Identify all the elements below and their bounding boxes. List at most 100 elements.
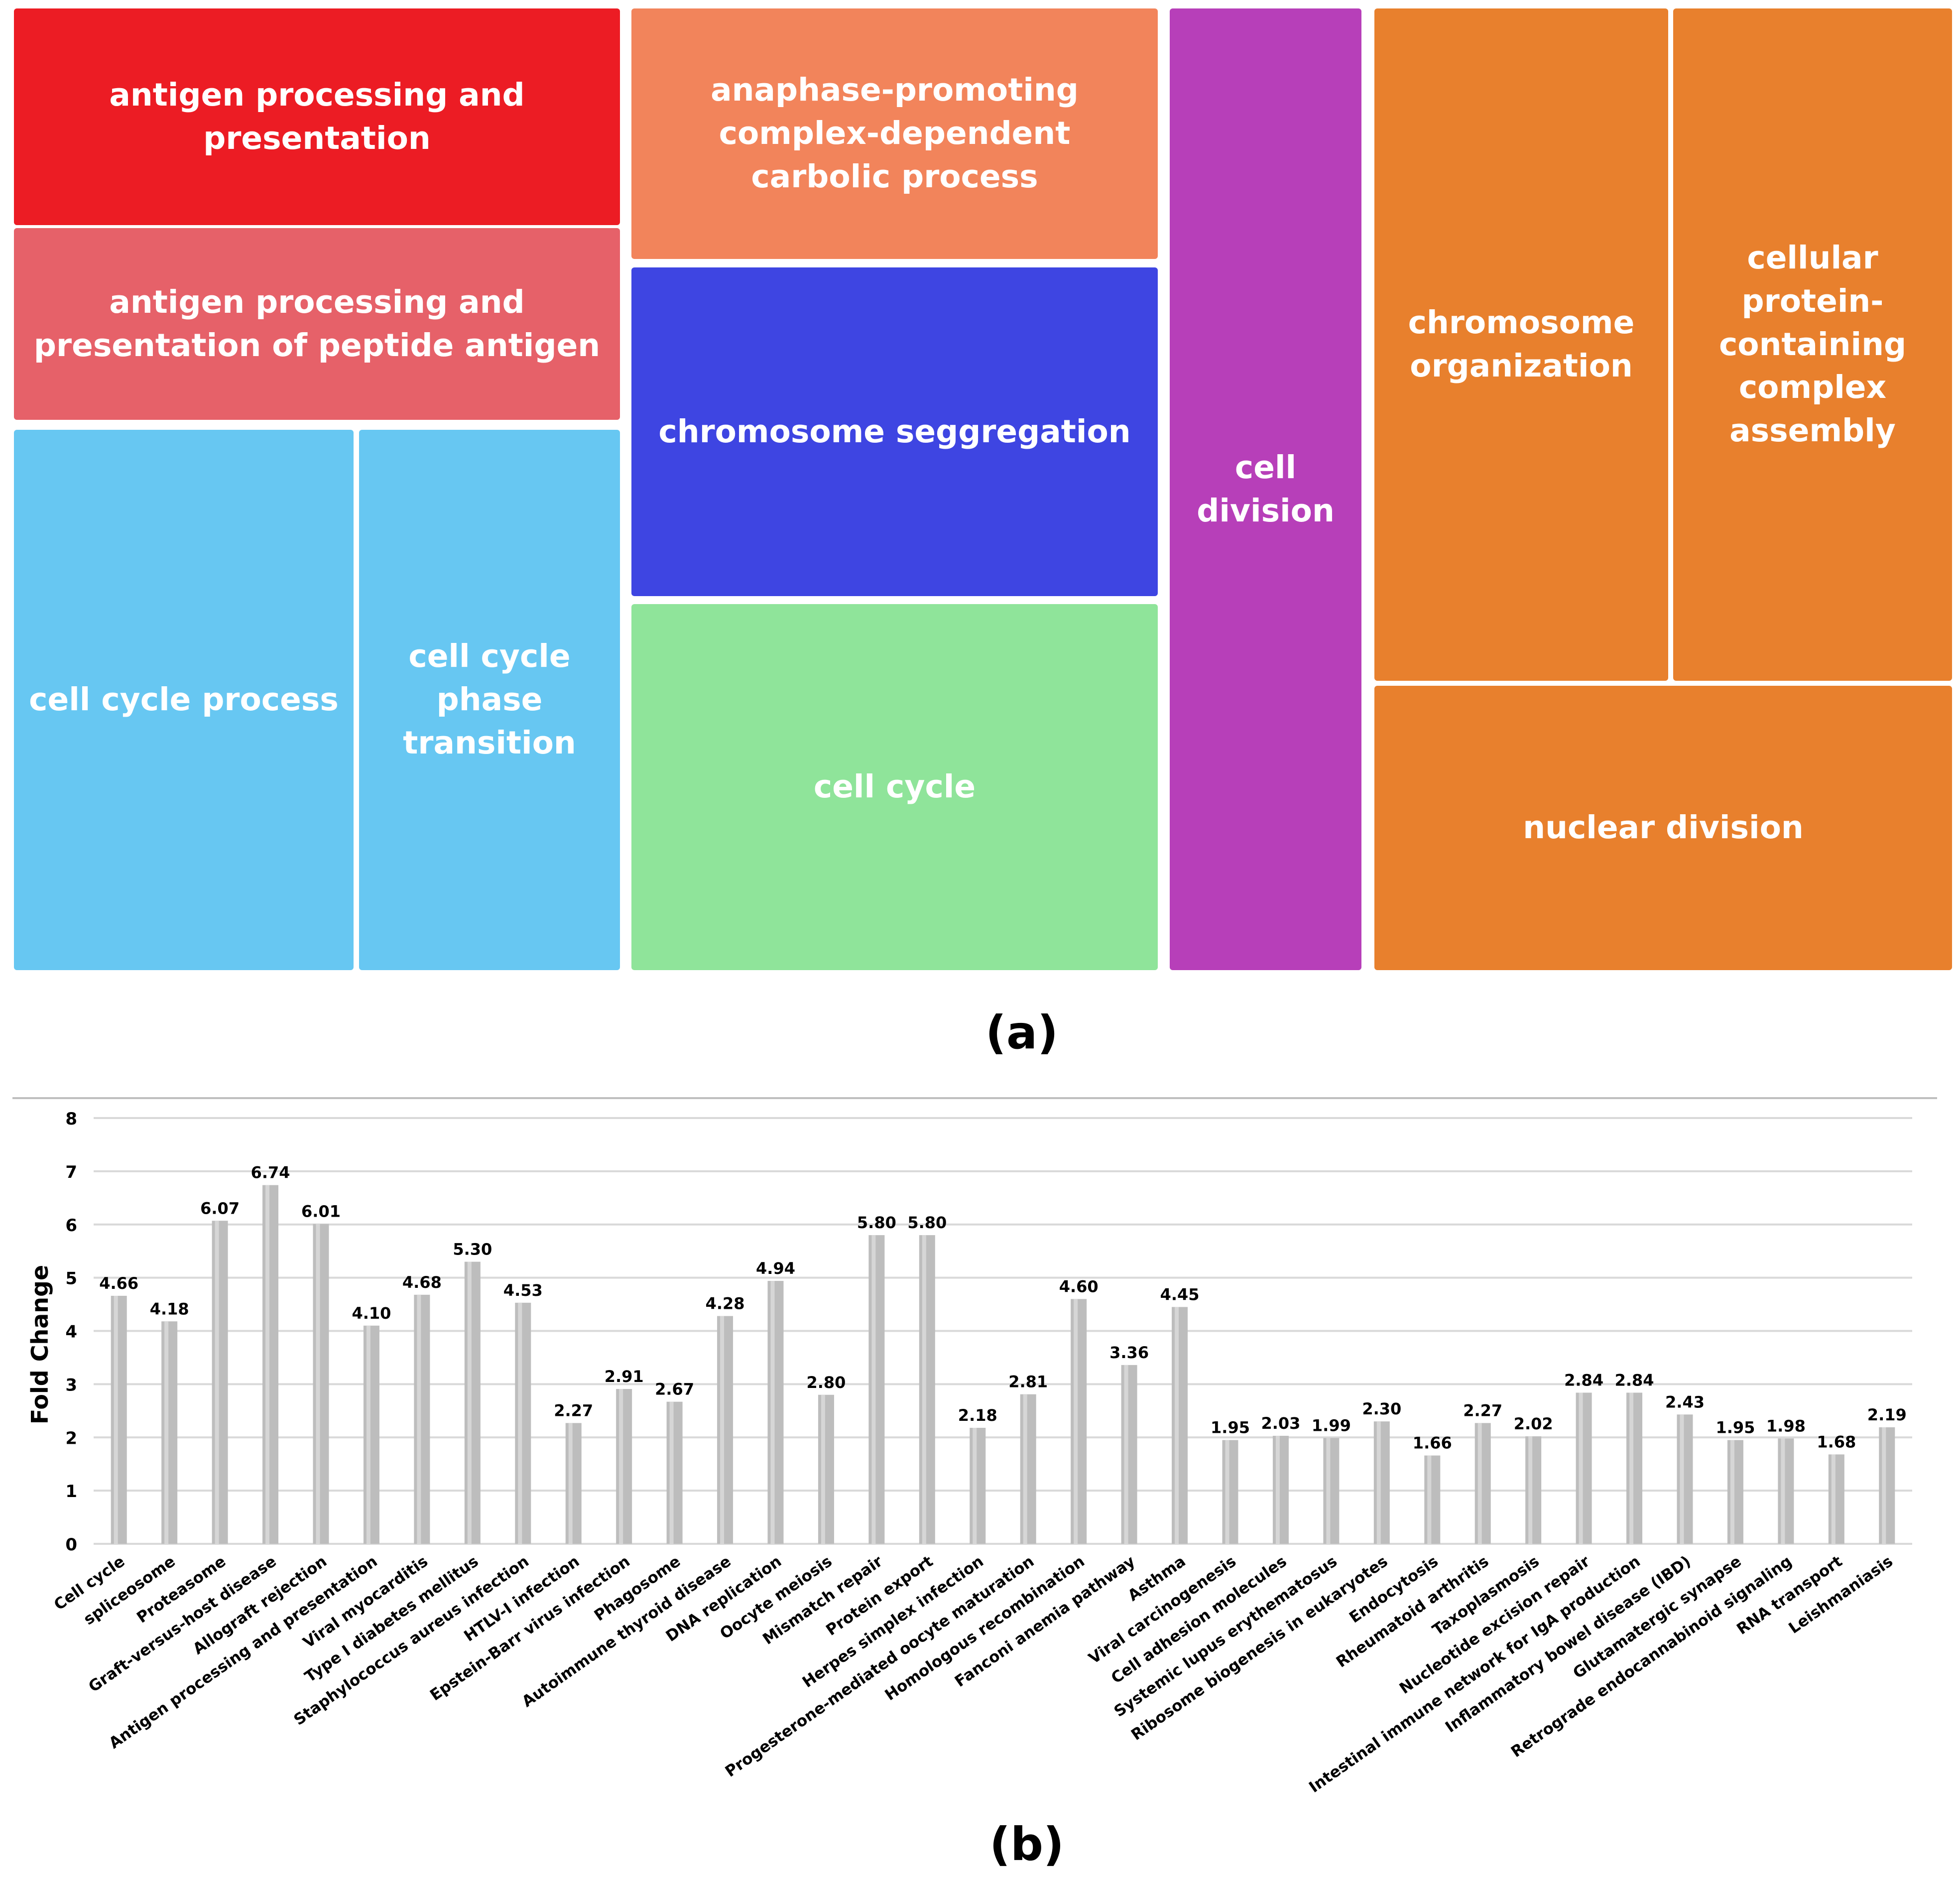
- treemap-tile-nuclear-division: nuclear division: [1374, 686, 1952, 970]
- value-label: 4.53: [503, 1281, 543, 1300]
- treemap-tile-cell-cycle-phase-transition: cell cycle phase transition: [359, 430, 620, 970]
- bar: [565, 1423, 582, 1544]
- value-label: 2.80: [806, 1373, 846, 1392]
- bar-highlight: [669, 1401, 674, 1544]
- bar: [1424, 1455, 1441, 1544]
- bar: [414, 1294, 430, 1544]
- bar-highlight: [1629, 1392, 1634, 1544]
- treemap-tile-cell-division: cell division: [1170, 8, 1361, 970]
- bar: [1222, 1440, 1238, 1544]
- bar: [161, 1321, 178, 1544]
- bar-highlight: [1376, 1421, 1381, 1544]
- bar-highlight: [568, 1423, 573, 1544]
- bar: [1879, 1427, 1895, 1544]
- bar-highlight: [770, 1281, 775, 1544]
- y-axis-label: Fold Change: [26, 1265, 53, 1424]
- bar-highlight: [1579, 1392, 1583, 1544]
- bar-highlight: [1074, 1299, 1078, 1544]
- x-tick-labels: Cell cyclespliceosomeProteasomeGraft-ver…: [51, 1552, 1896, 1797]
- value-label: 6.74: [251, 1163, 290, 1182]
- bar-highlight: [467, 1261, 472, 1544]
- bar: [616, 1388, 632, 1544]
- bar-highlight: [215, 1221, 219, 1544]
- bar: [717, 1316, 734, 1544]
- bar-highlight: [922, 1235, 926, 1544]
- value-label: 4.18: [150, 1299, 189, 1318]
- y-tick-label: 8: [65, 1109, 77, 1129]
- bar-highlight: [871, 1235, 876, 1544]
- treemap-tile-antigen-peptide: antigen processing and presentation of p…: [14, 228, 620, 420]
- bar-highlight: [1326, 1438, 1331, 1544]
- value-label: 1.98: [1766, 1416, 1806, 1435]
- bar: [666, 1401, 683, 1544]
- value-label: 1.68: [1817, 1432, 1856, 1451]
- bars: [111, 1185, 1895, 1544]
- value-label: 4.94: [756, 1259, 795, 1278]
- bar-highlight: [114, 1295, 118, 1544]
- treemap-tile-cell-cycle-process: cell cycle process: [14, 430, 354, 970]
- bar-highlight: [1427, 1455, 1432, 1544]
- value-label: 5.80: [857, 1213, 896, 1232]
- value-label: 2.84: [1564, 1371, 1603, 1389]
- bar-highlight: [366, 1325, 370, 1544]
- value-label: 5.80: [907, 1213, 947, 1232]
- bar-highlight: [1477, 1423, 1482, 1544]
- bar: [1576, 1392, 1592, 1544]
- value-label: 2.91: [605, 1367, 644, 1386]
- bar-highlight: [1225, 1440, 1229, 1544]
- value-label: 4.28: [706, 1294, 745, 1313]
- bar: [1121, 1365, 1137, 1544]
- value-label: 3.36: [1109, 1343, 1149, 1362]
- bar: [313, 1224, 329, 1544]
- y-tick-label: 0: [65, 1535, 77, 1555]
- bar-highlight: [1275, 1436, 1280, 1544]
- bar-highlight: [973, 1428, 977, 1544]
- bar: [262, 1185, 279, 1544]
- value-label: 1.66: [1413, 1434, 1452, 1453]
- treemap-tile-chromosome-seggregation: chromosome seggregation: [631, 267, 1158, 596]
- value-label: 2.27: [1463, 1401, 1502, 1420]
- value-label: 4.68: [402, 1273, 442, 1292]
- bar-highlight: [1730, 1440, 1734, 1544]
- y-tick-label: 1: [65, 1482, 77, 1502]
- y-tick-label: 6: [65, 1216, 77, 1236]
- treemap-tile-cellular-protein-assembly: cellular protein-containing complex asse…: [1673, 8, 1952, 681]
- bar: [212, 1221, 228, 1544]
- bar: [868, 1235, 885, 1544]
- bar: [515, 1302, 531, 1544]
- panel-label-b: (b): [989, 1818, 1064, 1871]
- value-label: 2.81: [1008, 1373, 1048, 1391]
- bar-highlight: [720, 1316, 725, 1544]
- y-tick-label: 5: [65, 1269, 77, 1289]
- treemap-tile-antigen-processing: antigen processing and presentation: [14, 8, 620, 225]
- bar: [919, 1235, 935, 1544]
- value-label: 6.01: [301, 1202, 341, 1221]
- bar: [1727, 1440, 1743, 1544]
- value-label: 5.30: [453, 1240, 492, 1259]
- bar: [111, 1295, 127, 1544]
- y-tick-label: 2: [65, 1428, 77, 1448]
- value-label: 1.99: [1312, 1416, 1351, 1435]
- panel-label-a: (a): [985, 1006, 1059, 1059]
- value-label: 4.60: [1059, 1277, 1099, 1296]
- bar-highlight: [1831, 1454, 1836, 1544]
- bar-chart: 0 1 2 3 4 5 6 7 8 4.66 4.18 6.07 6.74 6.01 4.10 4.68 5.…: [12, 1097, 1937, 1797]
- bar: [1778, 1438, 1794, 1544]
- bar-highlight: [1882, 1427, 1886, 1544]
- bar: [363, 1325, 379, 1544]
- bar: [1172, 1307, 1188, 1544]
- bar-highlight: [1124, 1365, 1128, 1544]
- bar-highlight: [1175, 1307, 1179, 1544]
- y-tick-label: 3: [65, 1375, 77, 1395]
- bar: [1071, 1299, 1087, 1544]
- bar: [1626, 1392, 1643, 1544]
- bar-highlight: [1680, 1414, 1684, 1544]
- bar-highlight: [417, 1294, 421, 1544]
- value-label: 2.30: [1362, 1399, 1401, 1418]
- value-label: 1.95: [1211, 1418, 1250, 1437]
- value-label: 2.67: [655, 1380, 694, 1399]
- bar-highlight: [316, 1224, 320, 1544]
- bar: [970, 1428, 986, 1544]
- bar-highlight: [821, 1394, 825, 1544]
- grid-lines: [94, 1117, 1912, 1545]
